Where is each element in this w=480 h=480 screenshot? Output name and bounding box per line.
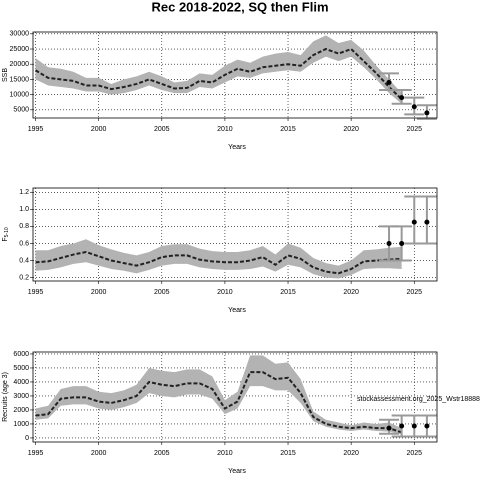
y-axis-label-main: SSB (2, 68, 9, 82)
point (411, 219, 417, 225)
y-tick-label: 2000 (13, 407, 29, 414)
x-tick-label: 2020 (343, 126, 359, 133)
x-tick-label: 2010 (217, 289, 233, 296)
y-tick-label: 0.4 (19, 257, 29, 264)
panel: 1995 2000 2005 2010 2015 2020 2025 0 1000 2000 300… (2, 351, 480, 475)
x-tick-label: 1995 (28, 289, 44, 296)
point (424, 423, 430, 429)
point (411, 423, 417, 429)
y-tick-label: 3000 (13, 393, 29, 400)
x-tick-label: 2005 (154, 126, 170, 133)
x-tick-label: 2000 (91, 126, 107, 133)
x-tick-label: 2010 (217, 450, 233, 457)
y-tick-label: 1.2 (19, 189, 29, 196)
plot-frame (32, 31, 438, 119)
y-tick-label: 15000 (10, 76, 30, 83)
point (424, 110, 430, 116)
estimate-line (35, 47, 403, 100)
plot-frame (32, 351, 438, 443)
y-tick-label: 0.2 (19, 274, 29, 281)
y-tick-label: 10000 (10, 91, 30, 98)
x-tick-label: 2015 (280, 450, 296, 457)
plot-frame (32, 187, 438, 282)
y-axis-label: SSB (2, 68, 9, 82)
point (399, 240, 405, 246)
x-tick-label: 2005 (154, 450, 170, 457)
x-tick-label: 1995 (28, 126, 44, 133)
point (399, 423, 405, 429)
point (411, 104, 417, 110)
x-tick-label: 2015 (280, 126, 296, 133)
y-tick-label: 4000 (13, 379, 29, 386)
x-tick-label: 2000 (91, 289, 107, 296)
y-tick-label: 0 (25, 435, 29, 442)
confidence-band (35, 35, 402, 104)
y-axis-label: F5-10 (2, 227, 10, 242)
y-axis-label: Recruits (age 3) (2, 372, 9, 422)
point (386, 79, 392, 85)
x-tick-label: 2015 (280, 289, 296, 296)
y-axis-label-main: F (2, 237, 9, 241)
y-tick-label: 6000 (13, 351, 29, 358)
x-tick-label: 2000 (91, 450, 107, 457)
annotation: stockassessment.org_2025_Wstr18888_g8.1c (357, 396, 480, 403)
y-tick-label: 1.0 (19, 206, 29, 213)
x-tick-label: 2020 (343, 450, 359, 457)
x-axis-label: Years (228, 144, 246, 151)
point (386, 240, 392, 246)
y-tick-label: 5000 (13, 107, 29, 114)
y-tick-label: 5000 (13, 365, 29, 372)
y-tick-label: 30000 (10, 31, 30, 38)
x-tick-label: 2025 (406, 126, 422, 133)
x-tick-label: 2010 (217, 126, 233, 133)
point (399, 95, 405, 101)
estimate-line (35, 371, 402, 434)
y-tick-label: 0.8 (19, 223, 29, 230)
point (386, 425, 392, 431)
panel: 1995 2000 2005 2010 2015 2020 2025 5000 10000 150… (2, 31, 438, 151)
figure-title: Rec 2018-2022, SQ then Flim (151, 0, 328, 14)
confidence-band (35, 239, 402, 279)
panel: 1995 2000 2005 2010 2015 2020 2025 0.2 0.4 0.6 0.8… (2, 187, 438, 314)
x-tick-label: 2020 (343, 289, 359, 296)
confidence-band (35, 355, 402, 435)
x-axis-label: Years (228, 468, 246, 475)
x-tick-label: 1995 (28, 450, 44, 457)
y-tick-label: 0.6 (19, 240, 29, 247)
x-tick-label: 2025 (406, 289, 422, 296)
x-axis-label: Years (228, 307, 246, 314)
x-tick-label: 2025 (406, 450, 422, 457)
y-axis-label-sub: 5-10 (4, 227, 10, 237)
x-tick-label: 2005 (154, 289, 170, 296)
y-tick-label: 20000 (10, 61, 30, 68)
point (424, 219, 430, 225)
y-tick-label: 1000 (13, 421, 29, 428)
estimate-line (35, 250, 402, 275)
y-axis-label-main: Recruits (age 3) (2, 372, 9, 422)
y-tick-label: 25000 (10, 46, 30, 53)
